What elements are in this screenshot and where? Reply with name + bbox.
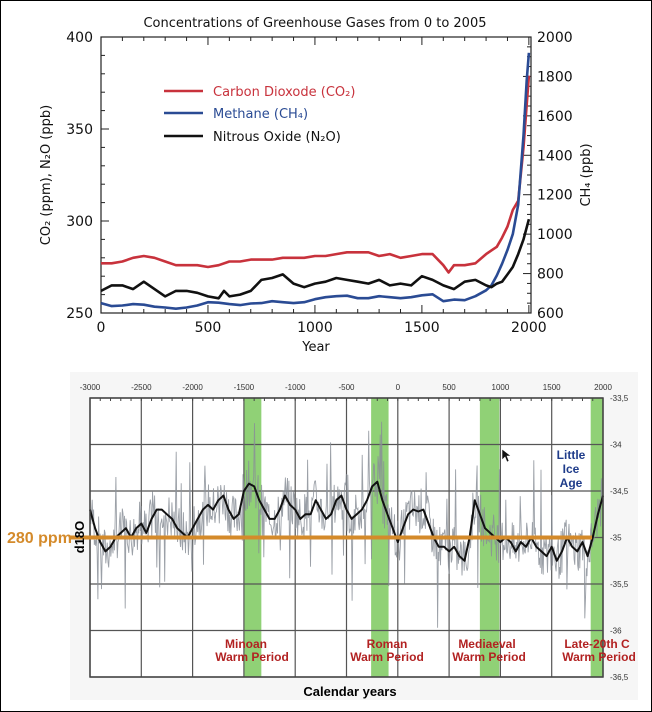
series-line-2 <box>100 218 531 300</box>
x-tick-label: 1500 <box>404 320 440 336</box>
y-tick-label: 350 <box>66 122 93 138</box>
y-right-tick-label: 800 <box>537 267 564 283</box>
y-tick-label: 300 <box>66 214 93 230</box>
axis-ticks <box>100 36 531 314</box>
series-line-1 <box>100 52 531 310</box>
x-tick-labels: 0 500 1000 1500 2000 <box>97 320 547 336</box>
y-right-tick-label: 1600 <box>537 109 573 125</box>
y-right-tick-labels: 600 800 1000 1200 1400 1600 1800 2000 <box>537 30 573 322</box>
y-right-tick-label: 1800 <box>537 69 573 85</box>
y-right-axis-label: CH₄ (ppb) <box>579 143 594 206</box>
y-tick-label: 250 <box>66 306 93 322</box>
x-tick-label: 1000 <box>297 320 333 336</box>
x-axis-label: Year <box>301 340 330 355</box>
legend-label-n2o: Nitrous Oxide (N₂O) <box>213 130 341 145</box>
legend-label-ch4: Methane (CH₄) <box>213 107 308 122</box>
series-line-0 <box>101 75 531 274</box>
y-right-tick-label: 2000 <box>537 30 573 46</box>
x-tick-label: 500 <box>195 320 222 336</box>
plot-frame <box>100 36 532 314</box>
series-lines <box>100 52 531 310</box>
y-tick-label: 400 <box>66 30 93 46</box>
legend-label-co2: Carbon Dioxode (CO₂) <box>213 85 355 100</box>
y-axis-label: CO₂ (ppm), N₂O (ppb) <box>39 105 54 245</box>
y-tick-labels: 250 300 350 400 <box>66 30 93 322</box>
greenhouse-gases-chart: Concentrations of Greenhouse Gases from … <box>39 16 594 355</box>
y-right-tick-label: 1400 <box>537 148 573 164</box>
x-tick-label: 2000 <box>511 320 547 336</box>
y-right-tick-label: 600 <box>537 306 564 322</box>
y-right-tick-label: 1200 <box>537 188 573 204</box>
x-tick-label: 0 <box>97 320 106 336</box>
chart-title: Concentrations of Greenhouse Gases from … <box>143 16 486 31</box>
y-right-tick-label: 1000 <box>537 227 573 243</box>
legend: Carbon Dioxode (CO₂) Methane (CH₄) Nitro… <box>164 85 355 145</box>
